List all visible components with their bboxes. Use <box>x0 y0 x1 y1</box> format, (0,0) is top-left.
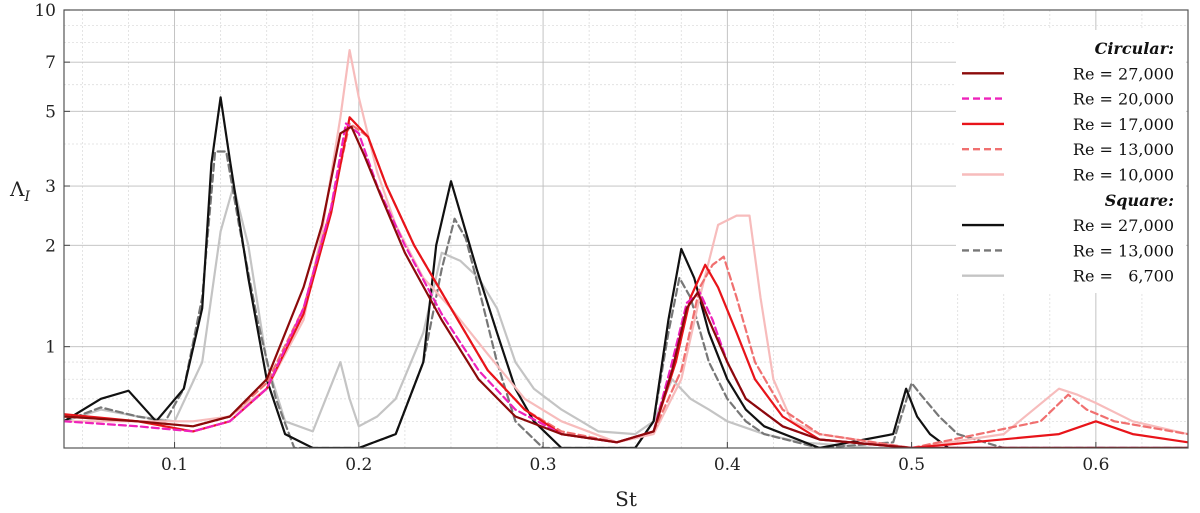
y-tick-label: 5 <box>45 102 56 122</box>
legend-entry-label: Re = 17,000 <box>1073 115 1174 134</box>
series-line-6 <box>64 122 1188 448</box>
legend-entry-label: Re = 27,000 <box>1073 64 1174 83</box>
legend: Circular: Re = 27,000 Re = 20,000 Re = 17,0… <box>956 30 1186 293</box>
series-line-7 <box>64 125 1188 448</box>
series-line-1 <box>64 150 1188 448</box>
y-axis-label-sub: I <box>23 189 30 205</box>
legend-entry-label: Re = 27,000 <box>1073 216 1174 235</box>
legend-entry-label: Re = 10,000 <box>1073 166 1174 185</box>
y-tick-label: 3 <box>45 177 56 197</box>
legend-entry-label: Re = 20,000 <box>1073 90 1174 109</box>
series-line-2 <box>64 96 1188 448</box>
y-tick-label: 1 <box>45 338 56 358</box>
x-tick-label: 0.2 <box>345 455 372 475</box>
ticks: 0.1 0.2 0.3 0.4 0.5 0.6 1 2 3 5 7 10 <box>34 1 1109 475</box>
y-tick-label: 10 <box>34 1 56 21</box>
legend-entry-label: Re = 13,000 <box>1073 140 1174 159</box>
y-tick-label: 2 <box>45 236 56 256</box>
series-layer <box>64 49 1188 448</box>
x-tick-label: 0.4 <box>714 455 741 475</box>
x-tick-label: 0.6 <box>1082 455 1109 475</box>
x-tick-label: 0.3 <box>530 455 557 475</box>
y-axis-label-main: Λ <box>9 177 25 201</box>
x-tick-label: 0.5 <box>898 455 925 475</box>
plot-frame <box>63 9 1189 449</box>
x-tick-label: 0.1 <box>161 455 188 475</box>
legend-entry-label: Re = 6,700 <box>1073 267 1174 286</box>
legend-entry-label: Re = 13,000 <box>1073 241 1174 260</box>
y-tick-label: 7 <box>45 53 56 73</box>
legend-group-title: Circular: <box>1095 39 1174 58</box>
legend-group-title: Square: <box>1105 191 1174 210</box>
y-axis-label: ΛI <box>9 177 30 205</box>
x-axis-label: St <box>615 487 637 511</box>
